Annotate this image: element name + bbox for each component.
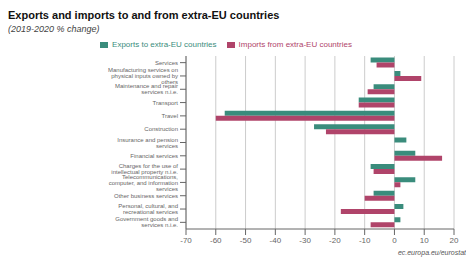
- svg-text:Financial services: Financial services: [130, 153, 178, 159]
- svg-text:Maintenance and repairservices: Maintenance and repairservices n.i.e.: [115, 83, 178, 95]
- svg-text:-10: -10: [359, 236, 371, 245]
- svg-text:Charges for the use ofintellec: Charges for the use ofintellectual prope…: [111, 163, 178, 175]
- svg-text:Other business services: Other business services: [114, 193, 178, 199]
- svg-text:Travel: Travel: [162, 113, 178, 119]
- html-text:Imports from extra-EU countrie: Imports from extra-EU countries: [238, 40, 352, 49]
- svg-text:Personal, cultural, andrecreat: Personal, cultural, andrecreational serv…: [118, 203, 178, 215]
- svg-text:-20: -20: [329, 236, 341, 245]
- svg-text:Government goods andservices n: Government goods andservices n.i.e.: [115, 216, 178, 228]
- svg-text:-70: -70: [180, 236, 192, 245]
- svg-text:Manufacturing services onphysi: Manufacturing services onphysical inputs…: [108, 67, 178, 85]
- html-text:Exports to extra-EU countries: Exports to extra-EU countries: [112, 40, 217, 49]
- svg-text:Insurance and pensionservices: Insurance and pensionservices: [117, 137, 178, 149]
- svg-text:20: 20: [450, 236, 459, 245]
- svg-text:Telecommunications,computer, a: Telecommunications,computer, and informa…: [109, 174, 179, 192]
- svg-text:Construction: Construction: [144, 126, 178, 132]
- svg-text:Services: Services: [155, 60, 178, 66]
- svg-text:-60: -60: [210, 236, 222, 245]
- svg-text:Transport: Transport: [153, 100, 179, 106]
- svg-text:-30: -30: [299, 236, 311, 245]
- html-text:ec.europa.eu/eurostat: ec.europa.eu/eurostat: [397, 249, 466, 256]
- svg-text:-40: -40: [270, 236, 282, 245]
- svg-text:10: 10: [420, 236, 429, 245]
- html-text:Exports and imports to and fro: Exports and imports to and from extra-EU…: [8, 9, 280, 21]
- svg-text:0: 0: [392, 236, 397, 245]
- html-text:(2019-2020 % change): (2019-2020 % change): [8, 24, 100, 34]
- svg-text:-50: -50: [240, 236, 252, 245]
